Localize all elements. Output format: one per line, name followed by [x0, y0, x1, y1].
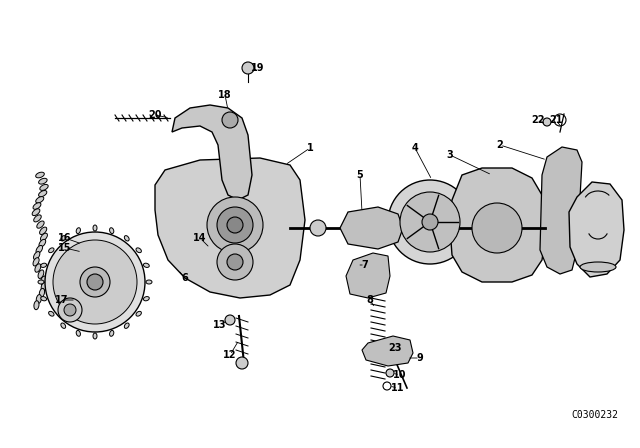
Ellipse shape [33, 202, 41, 209]
Circle shape [207, 197, 263, 253]
Polygon shape [155, 158, 305, 298]
Ellipse shape [40, 185, 48, 190]
Text: 6: 6 [182, 273, 188, 283]
Text: 17: 17 [55, 295, 68, 305]
Ellipse shape [34, 301, 39, 310]
Text: 21: 21 [549, 115, 563, 125]
Ellipse shape [38, 280, 44, 284]
Text: 1: 1 [307, 143, 314, 153]
Ellipse shape [41, 282, 47, 291]
Ellipse shape [32, 209, 40, 215]
Text: 11: 11 [391, 383, 404, 393]
Ellipse shape [38, 190, 47, 197]
Ellipse shape [146, 280, 152, 284]
Ellipse shape [34, 215, 41, 222]
Text: 12: 12 [223, 350, 237, 360]
Circle shape [80, 267, 110, 297]
Ellipse shape [40, 227, 47, 234]
Text: 9: 9 [417, 353, 424, 363]
Polygon shape [346, 253, 390, 298]
Circle shape [386, 369, 394, 377]
Ellipse shape [36, 172, 44, 178]
Ellipse shape [61, 236, 66, 241]
Circle shape [45, 232, 145, 332]
Circle shape [222, 112, 238, 128]
Circle shape [310, 220, 326, 236]
Ellipse shape [33, 258, 39, 266]
Circle shape [217, 244, 253, 280]
Ellipse shape [39, 289, 45, 297]
Text: 10: 10 [393, 370, 407, 380]
Ellipse shape [36, 221, 44, 228]
Circle shape [388, 180, 472, 264]
Ellipse shape [136, 248, 141, 253]
Text: 18: 18 [218, 90, 232, 100]
Text: 15: 15 [58, 243, 72, 253]
Circle shape [543, 118, 551, 126]
Ellipse shape [41, 297, 47, 301]
Ellipse shape [93, 225, 97, 231]
Text: 3: 3 [447, 150, 453, 160]
Text: 5: 5 [356, 170, 364, 180]
Ellipse shape [61, 323, 66, 328]
Circle shape [53, 240, 137, 324]
Polygon shape [172, 105, 252, 200]
Circle shape [242, 62, 254, 74]
Circle shape [472, 203, 522, 253]
Text: C0300232: C0300232 [572, 410, 618, 420]
Polygon shape [362, 336, 413, 366]
Ellipse shape [35, 264, 41, 272]
Circle shape [217, 207, 253, 243]
Ellipse shape [580, 262, 616, 272]
Polygon shape [450, 168, 547, 282]
Ellipse shape [76, 331, 81, 336]
Text: 23: 23 [388, 343, 402, 353]
Text: 13: 13 [213, 320, 227, 330]
Text: 19: 19 [252, 63, 265, 73]
Circle shape [58, 298, 82, 322]
Ellipse shape [109, 331, 114, 336]
Text: 7: 7 [362, 260, 369, 270]
Text: 16: 16 [58, 233, 72, 243]
Ellipse shape [49, 248, 54, 253]
Polygon shape [540, 147, 582, 274]
Circle shape [227, 254, 243, 270]
Ellipse shape [41, 276, 46, 285]
Polygon shape [569, 182, 624, 277]
Text: 4: 4 [412, 143, 419, 153]
Ellipse shape [143, 297, 149, 301]
Ellipse shape [136, 311, 141, 316]
Ellipse shape [40, 233, 47, 241]
Circle shape [227, 217, 243, 233]
Ellipse shape [33, 251, 40, 260]
Ellipse shape [124, 323, 129, 328]
Text: 14: 14 [193, 233, 207, 243]
Ellipse shape [38, 178, 47, 184]
Ellipse shape [109, 228, 114, 233]
Ellipse shape [76, 228, 81, 233]
Circle shape [64, 304, 76, 316]
Circle shape [422, 214, 438, 230]
Polygon shape [340, 207, 403, 249]
Ellipse shape [36, 197, 44, 203]
Ellipse shape [41, 263, 47, 267]
Ellipse shape [36, 246, 43, 254]
Ellipse shape [93, 333, 97, 339]
Ellipse shape [49, 311, 54, 316]
Circle shape [236, 357, 248, 369]
Ellipse shape [143, 263, 149, 267]
Ellipse shape [36, 294, 42, 303]
Circle shape [225, 315, 235, 325]
Ellipse shape [124, 236, 129, 241]
Text: 20: 20 [148, 110, 162, 120]
Ellipse shape [39, 239, 45, 247]
Circle shape [87, 274, 103, 290]
Circle shape [400, 192, 460, 252]
Ellipse shape [38, 270, 44, 279]
Text: 22: 22 [531, 115, 545, 125]
Text: 2: 2 [497, 140, 504, 150]
Text: 8: 8 [367, 295, 373, 305]
